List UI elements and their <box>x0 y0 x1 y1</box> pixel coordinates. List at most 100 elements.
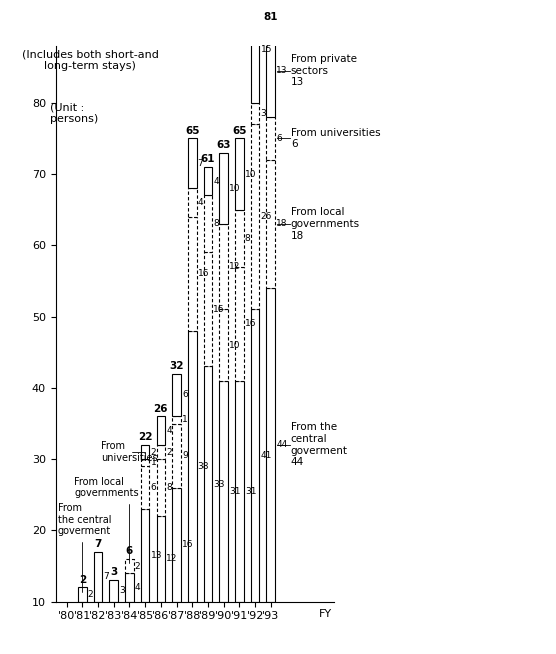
Text: 65: 65 <box>185 126 200 135</box>
Text: 18: 18 <box>276 220 287 228</box>
Bar <box>219 381 228 602</box>
Text: 31: 31 <box>245 487 256 496</box>
Text: 61: 61 <box>201 154 215 164</box>
Bar <box>172 417 181 424</box>
Text: 8: 8 <box>245 233 251 243</box>
Text: 31: 31 <box>229 487 241 496</box>
Bar <box>94 552 102 602</box>
Bar <box>266 160 275 288</box>
Text: 63: 63 <box>216 140 231 150</box>
Text: 10: 10 <box>229 184 241 193</box>
Bar <box>251 309 260 602</box>
Text: 6: 6 <box>151 483 156 492</box>
Text: 6: 6 <box>276 134 282 143</box>
Text: 38: 38 <box>198 462 209 471</box>
Text: 7: 7 <box>95 539 102 549</box>
Bar <box>125 573 134 602</box>
Text: 2: 2 <box>151 447 156 456</box>
Bar <box>172 373 181 417</box>
Bar <box>266 117 275 160</box>
Text: 44: 44 <box>276 440 287 449</box>
Bar <box>156 459 165 516</box>
Bar <box>172 488 181 602</box>
Bar <box>188 139 197 188</box>
Text: 16: 16 <box>245 319 256 328</box>
Text: 12: 12 <box>229 262 240 271</box>
Text: 4: 4 <box>198 198 203 207</box>
Text: 6: 6 <box>126 546 133 556</box>
Text: 41: 41 <box>261 451 272 460</box>
Bar <box>141 466 150 509</box>
Text: From private
sectors
13: From private sectors 13 <box>291 54 357 88</box>
Bar <box>219 224 228 309</box>
Text: 8: 8 <box>214 220 219 228</box>
Text: From universities
6: From universities 6 <box>291 128 380 149</box>
Text: 33: 33 <box>214 479 225 489</box>
Text: 4: 4 <box>214 177 219 186</box>
Text: 1: 1 <box>151 458 156 467</box>
Text: 16: 16 <box>182 540 193 549</box>
Text: 12: 12 <box>166 555 177 563</box>
Text: 2: 2 <box>135 562 141 570</box>
Bar <box>141 459 150 466</box>
Text: 1: 1 <box>182 415 188 424</box>
Bar <box>219 309 228 381</box>
Text: 26: 26 <box>261 213 272 221</box>
Text: 7: 7 <box>198 159 203 168</box>
Text: From the
central
goverment
44: From the central goverment 44 <box>291 422 348 468</box>
Bar <box>156 516 165 602</box>
Bar <box>219 152 228 224</box>
Text: 8: 8 <box>166 483 172 492</box>
Text: 16: 16 <box>198 269 209 279</box>
Bar <box>156 445 165 459</box>
Text: From
universities: From universities <box>101 441 158 463</box>
Text: 65: 65 <box>232 126 247 135</box>
Text: 4: 4 <box>135 583 141 592</box>
Text: 10: 10 <box>245 169 256 179</box>
Bar <box>235 139 244 210</box>
Text: 26: 26 <box>153 404 168 413</box>
Bar <box>78 587 87 602</box>
Text: From
the central
goverment: From the central goverment <box>58 503 111 592</box>
Bar <box>251 124 260 309</box>
Text: (Unit :
persons): (Unit : persons) <box>50 103 98 124</box>
Bar <box>172 424 181 488</box>
Text: 6: 6 <box>182 390 188 400</box>
Bar <box>235 267 244 381</box>
Text: 16: 16 <box>214 305 225 314</box>
Bar <box>156 417 165 445</box>
Text: 10: 10 <box>229 341 241 350</box>
Text: 13: 13 <box>276 66 287 75</box>
Bar <box>141 445 150 459</box>
Text: 32: 32 <box>169 361 184 371</box>
Text: (Includes both short-and
long-term stays): (Includes both short-and long-term stays… <box>22 49 158 71</box>
Bar <box>203 366 212 602</box>
Text: From local
governments: From local governments <box>75 477 139 563</box>
Text: 2: 2 <box>88 590 93 599</box>
Bar <box>203 167 212 196</box>
Text: 22: 22 <box>138 432 152 442</box>
Text: 2: 2 <box>166 447 172 456</box>
Text: 3: 3 <box>261 109 266 118</box>
Text: 7: 7 <box>103 572 109 581</box>
Bar <box>188 331 197 602</box>
Bar <box>266 288 275 602</box>
Bar <box>188 188 197 217</box>
Bar <box>203 196 212 252</box>
Text: 3: 3 <box>119 587 125 596</box>
Bar <box>235 381 244 602</box>
Bar <box>110 580 118 602</box>
Text: 2: 2 <box>79 575 86 585</box>
Text: 3: 3 <box>110 568 117 577</box>
Bar <box>235 210 244 267</box>
Bar <box>125 559 134 573</box>
Text: From local
governments
18: From local governments 18 <box>291 207 360 241</box>
Text: 81: 81 <box>264 12 278 22</box>
Text: 9: 9 <box>182 451 188 460</box>
Bar <box>203 252 212 366</box>
Bar <box>188 217 197 331</box>
Text: 15: 15 <box>261 45 272 54</box>
Bar <box>251 0 260 103</box>
Text: 4: 4 <box>166 426 172 435</box>
Text: FY: FY <box>319 609 332 619</box>
